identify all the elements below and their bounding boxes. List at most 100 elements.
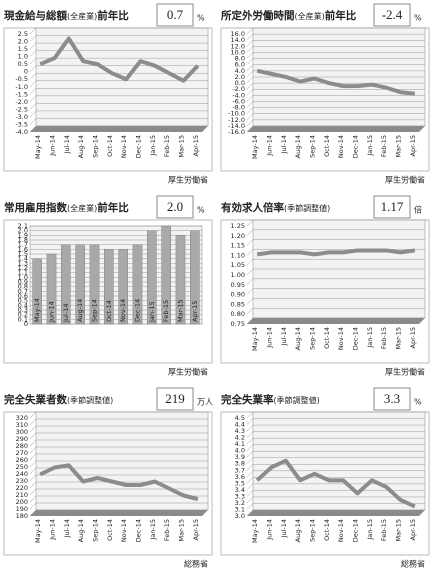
series-line bbox=[255, 458, 416, 509]
y-tick-label: 0.0 bbox=[235, 79, 245, 87]
x-tick-label: Jul-14 bbox=[63, 519, 71, 538]
y-tick-label: 1.00 bbox=[231, 271, 245, 279]
grid-line bbox=[246, 258, 425, 266]
y-tick-label: 290 bbox=[16, 435, 28, 443]
x-tick-label: Jan-15 bbox=[366, 135, 374, 157]
x-tick-label: Aug-14 bbox=[76, 299, 84, 322]
x-tick-label: Oct-14 bbox=[105, 300, 113, 322]
series-line bbox=[39, 463, 199, 501]
grid-line bbox=[246, 470, 425, 477]
y-tick-label: 1.3 bbox=[18, 259, 28, 267]
chart-title: 有効求人倍率(季節調整値) bbox=[221, 201, 330, 214]
y-tick-label: 2.0 bbox=[18, 227, 28, 235]
title-main: 完全失業率 bbox=[221, 393, 274, 406]
grid-line bbox=[246, 298, 425, 305]
grid-line bbox=[29, 418, 208, 426]
grid-line bbox=[29, 110, 208, 118]
y-tick-label: 320 bbox=[16, 414, 28, 422]
highlight-box bbox=[156, 195, 194, 219]
grid-line bbox=[246, 450, 425, 458]
grid-line bbox=[29, 88, 208, 95]
bar bbox=[104, 249, 114, 325]
x-tick-label: Jul-14 bbox=[62, 304, 70, 323]
bar bbox=[132, 244, 143, 325]
y-tick-label: 1.0 bbox=[18, 53, 28, 61]
title-note: (季節調整値) bbox=[67, 395, 113, 405]
bar bbox=[32, 258, 42, 325]
y-tick-label: 1.4 bbox=[18, 255, 28, 263]
source: 厚生労働省 bbox=[168, 175, 208, 185]
grid-line bbox=[29, 95, 208, 103]
y-tick-label: 270 bbox=[16, 449, 28, 457]
grid-line bbox=[246, 509, 425, 517]
source: 総務省 bbox=[401, 559, 425, 569]
bar bbox=[161, 225, 171, 325]
y-tick-label: 3.0 bbox=[235, 512, 245, 520]
y-tick-label: 10.0 bbox=[231, 48, 245, 56]
y-tick-label: 240 bbox=[16, 470, 28, 478]
grid-line bbox=[29, 488, 208, 496]
y-tick-label: 16.0 bbox=[231, 30, 245, 38]
grid-line bbox=[29, 118, 208, 125]
x-tick-label: Apr-15 bbox=[409, 135, 417, 156]
y-tick-label: -1.0 bbox=[15, 83, 28, 91]
x-tick-label: Nov-14 bbox=[337, 135, 345, 158]
y-tick-label: 1.7 bbox=[18, 241, 28, 249]
grid-line bbox=[29, 72, 208, 80]
bar bbox=[89, 244, 100, 325]
x-tick-label: Feb-15 bbox=[380, 519, 388, 541]
y-tick-label: 220 bbox=[16, 484, 28, 492]
y-tick-label: 250 bbox=[16, 463, 28, 471]
y-tick-label: 1.2 bbox=[18, 264, 28, 272]
y-tick-label: 1.5 bbox=[18, 250, 28, 258]
x-tick-label: Apr-15 bbox=[409, 327, 417, 348]
x-tick-label: Apr-15 bbox=[409, 519, 417, 540]
x-tick-label: Nov-14 bbox=[337, 519, 345, 542]
highlight-box bbox=[156, 387, 194, 411]
y-tick-label: 1.25 bbox=[231, 222, 245, 230]
title-note: (全産業) bbox=[67, 203, 97, 213]
highlight-value: 1.17 bbox=[381, 199, 404, 214]
chart-title: 完全失業者数(季節調整値) bbox=[4, 393, 113, 406]
grid-line bbox=[246, 70, 425, 78]
y-tick-label: -12.0 bbox=[228, 116, 245, 124]
x-tick-label: Oct-14 bbox=[323, 135, 331, 157]
grid-line bbox=[246, 101, 425, 108]
x-tick-label: Feb-15 bbox=[380, 135, 388, 157]
y-tick-label: 190 bbox=[16, 505, 28, 513]
unit: % bbox=[197, 14, 205, 23]
grid-line bbox=[246, 437, 425, 445]
grid-line bbox=[246, 52, 425, 59]
chart-panel: 現金給与総額(全産業)前年比 0.7 %-4.0-3.5-3.0-2.5-2.0-1… bbox=[3, 3, 213, 185]
y-tick-label: 260 bbox=[16, 456, 28, 464]
y-tick-label: 4.2 bbox=[235, 434, 245, 442]
y-tick-label: 4.0 bbox=[235, 447, 245, 455]
unit: 倍 bbox=[414, 205, 422, 215]
y-tick-label: 0.6 bbox=[18, 292, 28, 300]
x-tick-label: Mar-15 bbox=[178, 519, 186, 541]
floor bbox=[30, 126, 208, 132]
y-tick-label: 230 bbox=[16, 477, 28, 485]
y-tick-label: 0.7 bbox=[18, 287, 28, 295]
grid-line bbox=[29, 35, 208, 42]
grid-line bbox=[29, 103, 208, 110]
chart-title: 完全失業率(季節調整値) bbox=[221, 393, 320, 406]
highlight-box bbox=[373, 195, 411, 219]
x-tick-label: Mar-15 bbox=[178, 135, 186, 157]
y-tick-label: 0.75 bbox=[231, 320, 245, 328]
y-tick-label: 1.10 bbox=[231, 251, 245, 259]
grid-line bbox=[246, 58, 425, 65]
x-tick-label: May-14 bbox=[34, 519, 42, 543]
x-tick-label: Feb-15 bbox=[163, 135, 171, 157]
y-tick-label: 0 bbox=[24, 320, 28, 328]
grid-line bbox=[246, 503, 425, 510]
grid-line bbox=[29, 42, 208, 50]
x-tick-label: Jun-14 bbox=[49, 135, 57, 157]
chart-panel: 完全失業率(季節調整値) 3.3 %3.03.13.23.33.43.53.63.7… bbox=[220, 387, 430, 569]
x-tick-label: Aug-14 bbox=[294, 327, 302, 350]
y-tick-label: 0.4 bbox=[18, 301, 28, 309]
floor bbox=[247, 318, 425, 324]
y-tick-label: 0.85 bbox=[231, 300, 245, 308]
grid-line bbox=[246, 444, 425, 451]
x-tick-label: Jan-15 bbox=[366, 519, 374, 541]
